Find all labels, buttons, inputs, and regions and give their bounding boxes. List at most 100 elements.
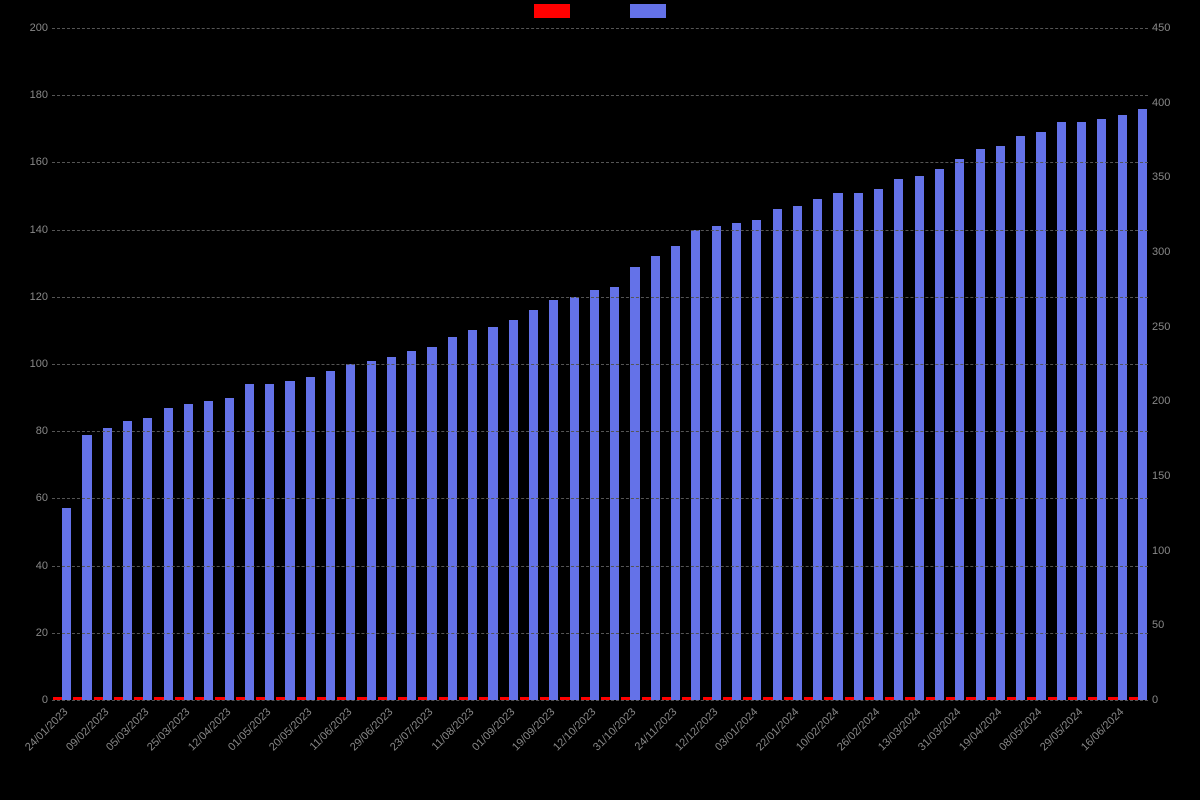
bar — [854, 193, 863, 700]
grid-line — [52, 364, 1148, 365]
bar — [894, 179, 903, 700]
legend-swatch — [534, 4, 570, 18]
x-tick: 22/01/2024 — [754, 706, 801, 753]
y-right-tick: 150 — [1152, 470, 1192, 482]
grid-line — [52, 700, 1148, 701]
y-left-tick: 80 — [8, 425, 48, 437]
bar — [935, 169, 944, 700]
bar — [732, 223, 741, 700]
x-tick: 29/06/2023 — [348, 706, 395, 753]
x-tick: 05/03/2023 — [104, 706, 151, 753]
bar — [62, 508, 71, 700]
grid-line — [52, 162, 1148, 163]
grid-line — [52, 28, 1148, 29]
bar — [164, 408, 173, 700]
bar — [1138, 109, 1147, 700]
y-left-tick: 40 — [8, 560, 48, 572]
bar — [1118, 115, 1127, 700]
legend-swatch — [630, 4, 666, 18]
y-right-tick: 400 — [1152, 97, 1192, 109]
x-tick: 26/02/2024 — [835, 706, 882, 753]
bar — [1097, 119, 1106, 700]
legend — [0, 4, 1200, 18]
y-right-tick: 450 — [1152, 22, 1192, 34]
y-left-tick: 200 — [8, 22, 48, 34]
x-tick: 10/02/2024 — [794, 706, 841, 753]
bar — [955, 159, 964, 700]
bar — [773, 209, 782, 700]
x-tick: 11/08/2023 — [430, 706, 477, 753]
bar — [306, 377, 315, 700]
x-tick: 01/09/2023 — [470, 706, 517, 753]
x-tick: 24/11/2023 — [633, 706, 680, 753]
x-tick: 20/05/2023 — [267, 706, 314, 753]
x-tick: 12/12/2023 — [673, 706, 720, 753]
y-left-tick: 0 — [8, 694, 48, 706]
grid-line — [52, 633, 1148, 634]
bar — [610, 287, 619, 700]
bar — [468, 330, 477, 700]
y-left-tick: 120 — [8, 291, 48, 303]
y-right-tick: 0 — [1152, 694, 1192, 706]
bar — [509, 320, 518, 700]
bar — [103, 428, 112, 700]
legend-item — [630, 4, 666, 18]
bar — [691, 230, 700, 700]
legend-item — [534, 4, 570, 18]
x-tick: 23/07/2023 — [389, 706, 436, 753]
bar — [367, 361, 376, 700]
x-tick: 11/06/2023 — [308, 706, 355, 753]
x-tick: 29/05/2024 — [1038, 706, 1085, 753]
y-left-tick: 100 — [8, 358, 48, 370]
bar — [82, 435, 91, 700]
y-right-tick: 350 — [1152, 171, 1192, 183]
x-tick: 08/05/2024 — [997, 706, 1044, 753]
bar — [813, 199, 822, 700]
x-tick: 19/09/2023 — [510, 706, 557, 753]
grid-line — [52, 95, 1148, 96]
bar — [143, 418, 152, 700]
bar — [204, 401, 213, 700]
bar — [346, 364, 355, 700]
bar — [225, 398, 234, 700]
bar — [590, 290, 599, 700]
x-tick: 31/10/2023 — [592, 706, 639, 753]
bar — [387, 357, 396, 700]
grid-line — [52, 431, 1148, 432]
y-right-tick: 50 — [1152, 619, 1192, 631]
bar — [184, 404, 193, 700]
y-right-tick: 200 — [1152, 395, 1192, 407]
bar — [529, 310, 538, 700]
bar — [407, 351, 416, 700]
bar — [1016, 136, 1025, 700]
bar — [285, 381, 294, 700]
x-tick: 12/10/2023 — [551, 706, 598, 753]
x-tick: 03/01/2024 — [713, 706, 760, 753]
grid-line — [52, 297, 1148, 298]
plot-area: 020406080100120140160180200 050100150200… — [52, 28, 1148, 700]
bar — [448, 337, 457, 700]
bar — [752, 220, 761, 700]
bar — [488, 327, 497, 700]
y-axis-right: 050100150200250300350400450 — [1152, 28, 1192, 700]
bar — [915, 176, 924, 700]
x-tick: 09/02/2023 — [64, 706, 111, 753]
bar — [976, 149, 985, 700]
y-right-tick: 300 — [1152, 246, 1192, 258]
y-left-tick: 20 — [8, 627, 48, 639]
y-right-tick: 250 — [1152, 321, 1192, 333]
bar-chart: 020406080100120140160180200 050100150200… — [0, 0, 1200, 800]
y-left-tick: 140 — [8, 224, 48, 236]
bar — [793, 206, 802, 700]
bar — [630, 267, 639, 700]
y-left-tick: 60 — [8, 492, 48, 504]
x-tick: 25/03/2023 — [145, 706, 192, 753]
bar — [1077, 122, 1086, 700]
x-tick: 16/06/2024 — [1079, 706, 1126, 753]
bar — [833, 193, 842, 700]
bar — [427, 347, 436, 700]
x-tick: 13/03/2024 — [876, 706, 923, 753]
grid-line — [52, 498, 1148, 499]
y-right-tick: 100 — [1152, 545, 1192, 557]
bar — [874, 189, 883, 700]
